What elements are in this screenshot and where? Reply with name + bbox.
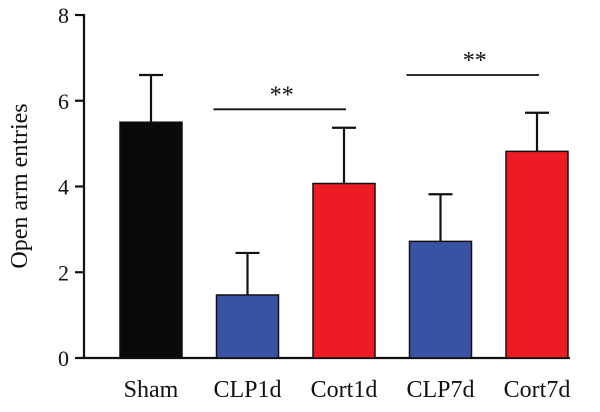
bar-cort7d: [505, 150, 569, 359]
significance-label: **: [463, 48, 487, 74]
bar-clp7d: [408, 240, 473, 359]
y-tick-label: 8: [58, 3, 69, 28]
x-tick-label: Sham: [124, 377, 179, 403]
y-tick-label: 0: [58, 346, 69, 371]
plot-area: 0 2 4 6 8 Sham CLP1d Cort1d CLP7d Cort7d ** **: [58, 3, 570, 403]
y-tick-label: 6: [58, 89, 69, 114]
y-tick-label: 2: [58, 260, 69, 285]
x-tick-label: Cort1d: [311, 377, 378, 403]
x-tick-label: CLP1d: [213, 377, 281, 403]
y-axis-title: Open arm entries: [7, 103, 33, 268]
bar-cort1d: [312, 182, 376, 359]
significance-label: **: [270, 82, 294, 108]
bar-clp1d: [215, 294, 280, 359]
bar-sham: [119, 121, 183, 359]
x-tick-label: CLP7d: [406, 377, 474, 403]
x-tick-label: Cort7d: [504, 377, 571, 403]
y-tick-label: 4: [58, 175, 69, 200]
